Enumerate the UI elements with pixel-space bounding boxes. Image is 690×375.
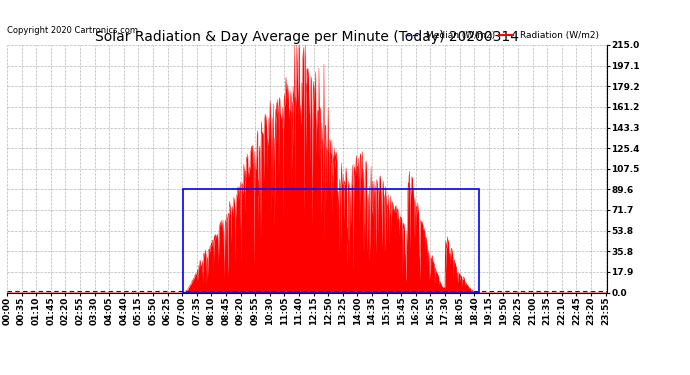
- Bar: [183, 189, 479, 292]
- Legend: Median (W/m2), Radiation (W/m2): Median (W/m2), Radiation (W/m2): [402, 27, 602, 44]
- Title: Solar Radiation & Day Average per Minute (Today) 20200314: Solar Radiation & Day Average per Minute…: [95, 30, 519, 44]
- Text: Copyright 2020 Cartronics.com: Copyright 2020 Cartronics.com: [7, 26, 138, 35]
